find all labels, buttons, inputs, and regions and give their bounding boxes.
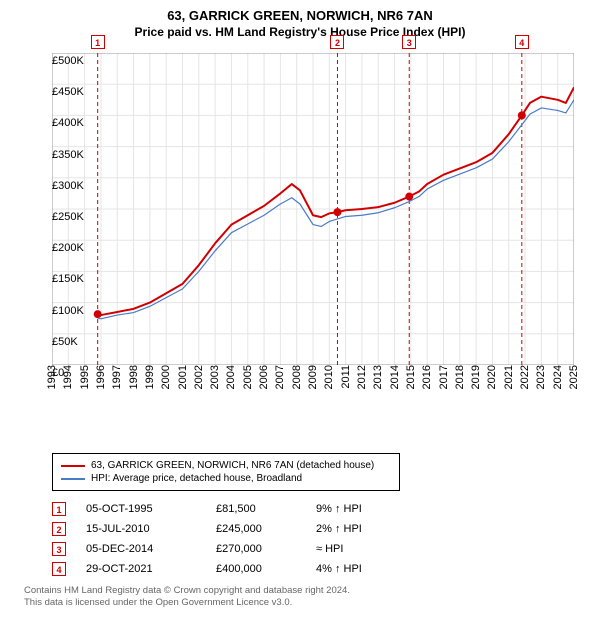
y-axis-label: £250K xyxy=(52,211,56,223)
event-marker-1: 1 xyxy=(91,35,105,49)
x-axis-label: 2004 xyxy=(225,365,237,393)
row-date: 05-OCT-1995 xyxy=(86,503,216,515)
x-axis-label: 2001 xyxy=(177,365,189,393)
y-axis-label: £150K xyxy=(52,273,56,285)
row-price: £270,000 xyxy=(216,543,316,555)
chart-container: £0£50K£100K£150K£200K£250K£300K£350K£400… xyxy=(12,45,588,415)
x-axis-label: 2006 xyxy=(258,365,270,393)
x-axis-label: 1994 xyxy=(62,365,74,393)
x-axis-label: 1997 xyxy=(111,365,123,393)
event-marker-4: 4 xyxy=(515,35,529,49)
x-axis-label: 2017 xyxy=(438,365,450,393)
event-marker-3: 3 xyxy=(402,35,416,49)
x-axis-label: 2024 xyxy=(552,365,564,393)
legend-swatch xyxy=(61,478,85,480)
row-delta: 2% ↑ HPI xyxy=(316,523,396,535)
y-axis-label: £50K xyxy=(52,336,56,348)
plot-area: £0£50K£100K£150K£200K£250K£300K£350K£400… xyxy=(52,53,574,365)
row-date: 29-OCT-2021 xyxy=(86,563,216,575)
x-axis-label: 2025 xyxy=(568,365,580,393)
x-axis-label: 2007 xyxy=(274,365,286,393)
row-marker: 2 xyxy=(52,522,66,536)
x-axis-label: 2011 xyxy=(340,365,352,393)
x-axis-label: 2012 xyxy=(356,365,368,393)
x-axis-label: 2019 xyxy=(470,365,482,393)
row-marker: 3 xyxy=(52,542,66,556)
x-axis-label: 1995 xyxy=(79,365,91,393)
row-delta: 4% ↑ HPI xyxy=(316,563,396,575)
table-row: 3 05-DEC-2014£270,000≈ HPI xyxy=(52,539,588,559)
x-axis-label: 2003 xyxy=(209,365,221,393)
footer: Contains HM Land Registry data © Crown c… xyxy=(24,585,588,610)
row-date: 05-DEC-2014 xyxy=(86,543,216,555)
row-marker: 1 xyxy=(52,502,66,516)
x-axis-label: 2015 xyxy=(405,365,417,393)
footer-line-2: This data is licensed under the Open Gov… xyxy=(24,597,588,609)
x-axis-label: 2000 xyxy=(160,365,172,393)
legend-label: HPI: Average price, detached house, Broa… xyxy=(91,473,302,484)
row-price: £81,500 xyxy=(216,503,316,515)
x-axis-label: 2009 xyxy=(307,365,319,393)
legend-item: HPI: Average price, detached house, Broa… xyxy=(61,473,391,484)
x-axis-label: 2020 xyxy=(486,365,498,393)
row-delta: ≈ HPI xyxy=(316,543,396,555)
y-axis-label: £100K xyxy=(52,305,56,317)
page-title: 63, GARRICK GREEN, NORWICH, NR6 7AN xyxy=(12,8,588,23)
legend-label: 63, GARRICK GREEN, NORWICH, NR6 7AN (det… xyxy=(91,460,374,471)
y-axis-label: £500K xyxy=(52,55,56,67)
table-row: 4 29-OCT-2021£400,0004% ↑ HPI xyxy=(52,559,588,579)
x-axis-label: 2014 xyxy=(389,365,401,393)
legend-swatch xyxy=(61,465,85,467)
legend: 63, GARRICK GREEN, NORWICH, NR6 7AN (det… xyxy=(52,453,400,491)
y-axis-label: £450K xyxy=(52,86,56,98)
x-axis-label: 2016 xyxy=(421,365,433,393)
x-axis-label: 1996 xyxy=(95,365,107,393)
event-marker-2: 2 xyxy=(330,35,344,49)
table-row: 1 05-OCT-1995£81,5009% ↑ HPI xyxy=(52,499,588,519)
x-axis-label: 2018 xyxy=(454,365,466,393)
y-axis-label: £350K xyxy=(52,149,56,161)
x-axis-label: 2013 xyxy=(372,365,384,393)
x-axis-label: 1999 xyxy=(144,365,156,393)
x-axis-label: 2023 xyxy=(535,365,547,393)
y-axis-label: £200K xyxy=(52,242,56,254)
x-axis-label: 2010 xyxy=(323,365,335,393)
row-marker: 4 xyxy=(52,562,66,576)
row-price: £400,000 xyxy=(216,563,316,575)
footer-line-1: Contains HM Land Registry data © Crown c… xyxy=(24,585,588,597)
x-axis-label: 2022 xyxy=(519,365,531,393)
x-axis-label: 2005 xyxy=(242,365,254,393)
x-axis-label: 2008 xyxy=(291,365,303,393)
x-axis-label: 1993 xyxy=(46,365,58,393)
row-price: £245,000 xyxy=(216,523,316,535)
y-axis-label: £400K xyxy=(52,117,56,129)
y-axis-label: £300K xyxy=(52,180,56,192)
chart-svg xyxy=(52,53,574,365)
x-axis-label: 2002 xyxy=(193,365,205,393)
row-date: 15-JUL-2010 xyxy=(86,523,216,535)
x-axis-label: 2021 xyxy=(503,365,515,393)
row-delta: 9% ↑ HPI xyxy=(316,503,396,515)
legend-item: 63, GARRICK GREEN, NORWICH, NR6 7AN (det… xyxy=(61,460,391,471)
table-row: 2 15-JUL-2010£245,0002% ↑ HPI xyxy=(52,519,588,539)
transactions-table: 105-OCT-1995£81,5009% ↑ HPI215-JUL-2010£… xyxy=(52,499,588,579)
x-axis-label: 1998 xyxy=(128,365,140,393)
